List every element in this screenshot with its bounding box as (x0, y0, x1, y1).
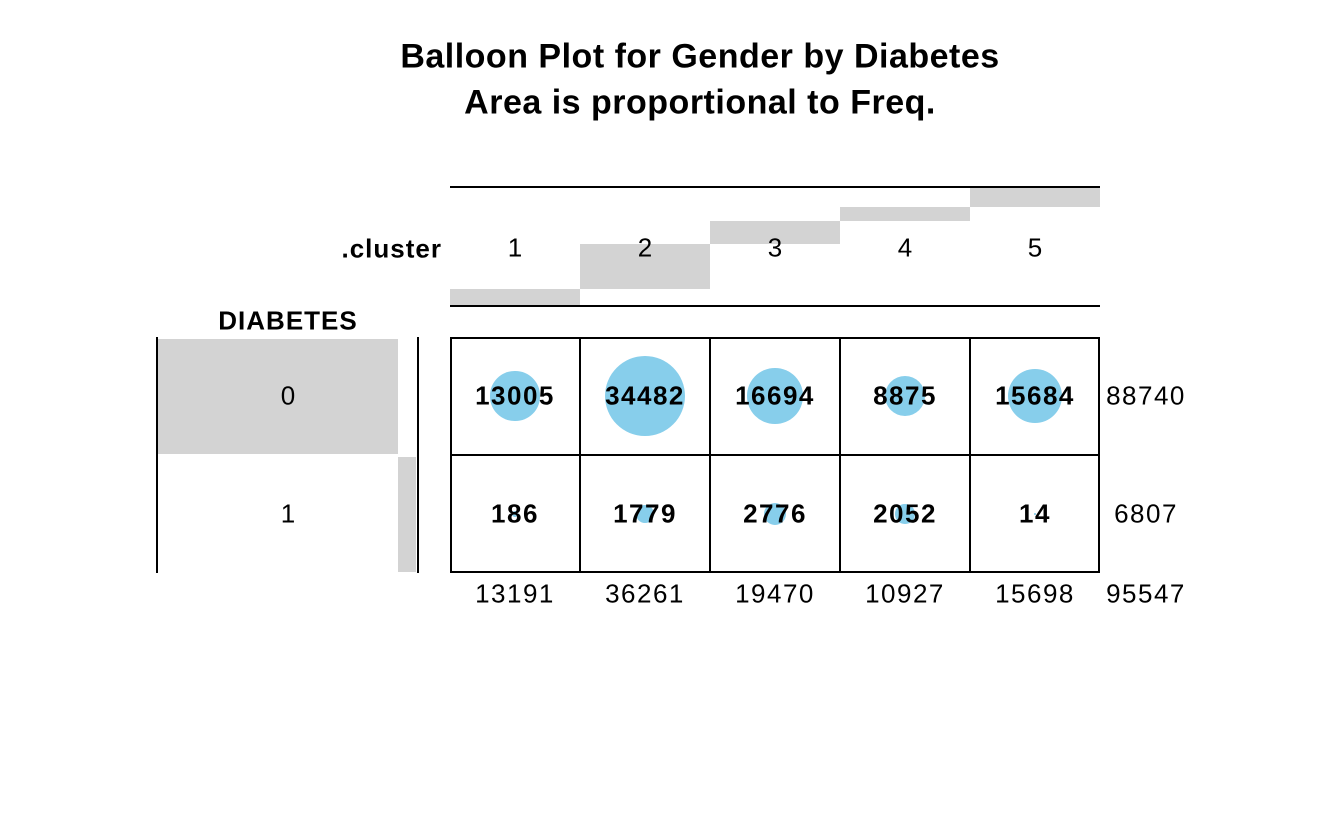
balloon (1008, 369, 1062, 423)
row-label: 1 (280, 498, 296, 529)
column-sum: 10927 (865, 578, 945, 609)
cell-value: 2052 (873, 498, 937, 529)
plot-subtitle: Area is proportional to Freq. (464, 83, 936, 122)
balloon (1034, 513, 1036, 515)
row-sum: 88740 (1106, 380, 1186, 411)
column-margin-bar (970, 188, 1100, 208)
balloon (512, 511, 518, 517)
column-label: 2 (637, 232, 653, 263)
row-margin-bar (397, 457, 416, 572)
column-band-bottom-rule (450, 305, 1100, 307)
balloon (635, 504, 655, 524)
balloon (747, 368, 803, 424)
cell-value: 13005 (475, 380, 555, 411)
column-margin-bar (580, 244, 710, 289)
column-sum: 13191 (475, 578, 555, 609)
row-header-label: DIABETES (218, 305, 358, 336)
column-margin-bar (840, 207, 970, 221)
column-margin-bar (450, 288, 580, 305)
column-label: 5 (1027, 232, 1043, 263)
grand-total: 95547 (1106, 578, 1186, 609)
column-header-label: .cluster (341, 233, 442, 264)
cell-value: 186 (491, 498, 539, 529)
plot-title: Balloon Plot for Gender by Diabetes (400, 37, 1000, 76)
column-sum: 36261 (605, 578, 685, 609)
column-sum: 15698 (995, 578, 1075, 609)
balloon (895, 504, 915, 524)
cell-value: 14 (1019, 498, 1051, 529)
column-label: 4 (897, 232, 913, 263)
row-band-left-rule (156, 337, 158, 573)
row-band-right-rule (417, 337, 419, 573)
cell-value: 34482 (605, 380, 685, 411)
column-margin-bar (710, 220, 840, 245)
row-sum: 6807 (1114, 498, 1178, 529)
balloon (763, 502, 787, 526)
balloon (605, 356, 685, 436)
grid-row-divider (450, 454, 1100, 456)
cell-value: 8875 (873, 380, 937, 411)
balloon (884, 375, 926, 417)
column-band-top-rule (450, 186, 1100, 188)
column-label: 1 (507, 232, 523, 263)
column-sum: 19470 (735, 578, 815, 609)
cell-value: 16694 (735, 380, 815, 411)
cell-value: 1779 (613, 498, 677, 529)
row-label: 0 (280, 380, 296, 411)
cell-value: 15684 (995, 380, 1075, 411)
row-margin-bar (158, 339, 398, 454)
cell-value: 2776 (743, 498, 807, 529)
balloon (490, 371, 540, 421)
column-label: 3 (767, 232, 783, 263)
